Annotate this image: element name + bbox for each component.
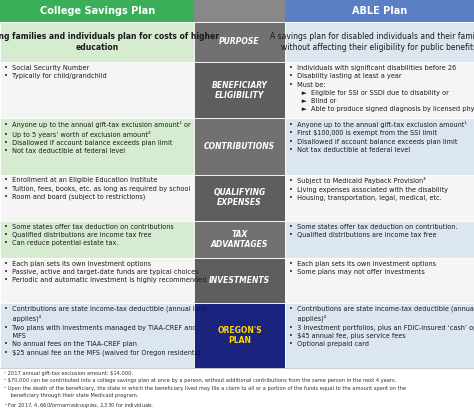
- Text: BENEFICIARY
ELIGIBILITY: BENEFICIARY ELIGIBILITY: [212, 80, 267, 100]
- Bar: [194, 22, 285, 62]
- Bar: [0, 118, 194, 175]
- Bar: [194, 175, 285, 221]
- Text: ABLE Plan: ABLE Plan: [352, 6, 407, 16]
- Text: PURPOSE: PURPOSE: [219, 38, 260, 46]
- Text: INVESTMENTS: INVESTMENTS: [209, 276, 270, 285]
- Text: •  Contributions are state income-tax deductible (annual limit
    applies)⁴
•  : • Contributions are state income-tax ded…: [289, 306, 474, 347]
- Bar: [194, 258, 285, 303]
- Text: •  Anyone up to the annual gift-tax exclusion amount¹
•  First $100,000 is exemp: • Anyone up to the annual gift-tax exclu…: [289, 121, 466, 153]
- Text: OREGON'S
PLAN: OREGON'S PLAN: [217, 326, 262, 345]
- Bar: [0, 303, 194, 368]
- Text: College Savings Plan: College Savings Plan: [39, 6, 155, 16]
- Bar: [0, 258, 194, 303]
- Text: TAX
ADVANTAGES: TAX ADVANTAGES: [211, 230, 268, 249]
- Bar: [0, 22, 194, 62]
- Bar: [285, 175, 474, 221]
- Bar: [194, 62, 285, 118]
- Text: •  Enrollment at an Eligible Education Institute
•  Tuition, fees, books, etc. a: • Enrollment at an Eligible Education In…: [4, 178, 190, 201]
- Text: •  Some states offer tax deduction on contribution.
•  Qualified distributions a: • Some states offer tax deduction on con…: [289, 224, 457, 238]
- Bar: [194, 118, 285, 175]
- Text: •  Anyone up to the annual gift-tax exclusion amount¹ or
•  Up to 5 years’ worth: • Anyone up to the annual gift-tax exclu…: [4, 121, 191, 154]
- Text: •  Individuals with significant disabilities before 26
•  Disability lasting at : • Individuals with significant disabilit…: [289, 65, 474, 112]
- Text: A savings plan for disabled individuals and their families
without affecting the: A savings plan for disabled individuals …: [271, 32, 474, 52]
- Bar: [0, 175, 194, 221]
- Text: •  Each plan sets its own investment options
•  Some plans may not offer investm: • Each plan sets its own investment opti…: [289, 261, 436, 275]
- Bar: [0, 221, 194, 258]
- Bar: [194, 0, 285, 22]
- Text: •  Contributions are state income-tax deductible (annual limit
    applies)⁴
•  : • Contributions are state income-tax ded…: [4, 306, 207, 356]
- Bar: [285, 62, 474, 118]
- Bar: [285, 118, 474, 175]
- Bar: [194, 303, 285, 368]
- Bar: [285, 221, 474, 258]
- Bar: [0, 0, 194, 22]
- Text: ¹ 2017 annual gift-tax exclusion amount: $14,000.
² $70,000 can be contributed i: ¹ 2017 annual gift-tax exclusion amount:…: [4, 371, 406, 410]
- Text: Helping families and individuals plan for costs of higher
education: Helping families and individuals plan fo…: [0, 32, 219, 52]
- Bar: [0, 62, 194, 118]
- Bar: [285, 303, 474, 368]
- Bar: [285, 0, 474, 22]
- Text: •  Subject to Medicaid Payback Provision³
•  Living expenses associated with the: • Subject to Medicaid Payback Provision³…: [289, 178, 447, 201]
- Text: •  Social Security Number
•  Typically for child/grandchild: • Social Security Number • Typically for…: [4, 65, 107, 79]
- Bar: [194, 221, 285, 258]
- Bar: [285, 258, 474, 303]
- Text: CONTRIBUTIONS: CONTRIBUTIONS: [204, 142, 275, 151]
- Bar: [285, 22, 474, 62]
- Text: QUALIFYING
EXPENSES: QUALIFYING EXPENSES: [213, 188, 266, 207]
- Text: •  Each plan sets its own investment options
•  Passive, active and target-date : • Each plan sets its own investment opti…: [4, 261, 206, 284]
- Text: •  Some states offer tax deduction on contributions
•  Qualified distributions a: • Some states offer tax deduction on con…: [4, 224, 173, 246]
